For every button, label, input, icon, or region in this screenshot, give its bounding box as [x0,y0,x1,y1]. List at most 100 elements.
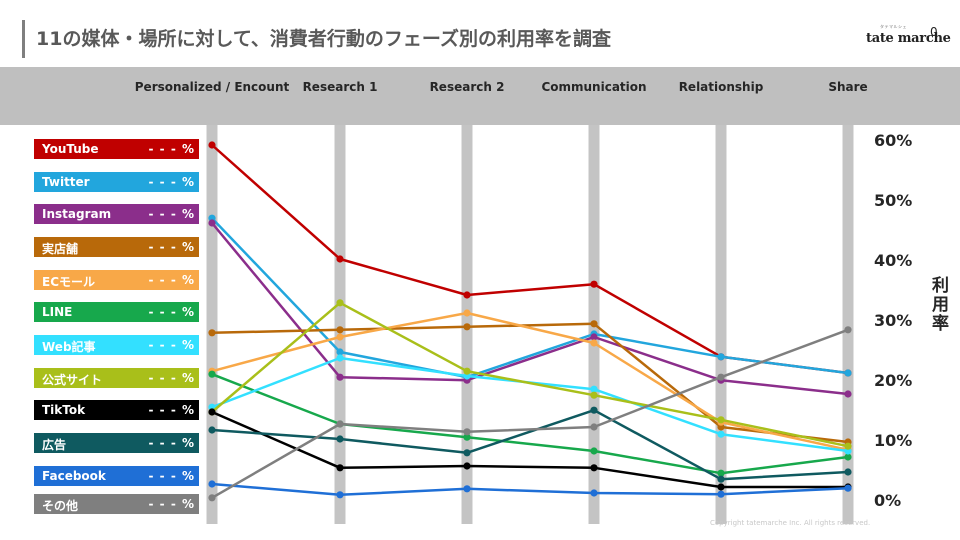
y-tick-1: 50% [874,191,913,210]
series-2-line [211,222,849,396]
phase-label-0: Personalized / Encount [134,80,290,94]
legend-name: Instagram [42,207,112,221]
series-5-line [211,373,849,475]
legend-item-4: ECモール - - - % [34,270,199,290]
phase-label-4: Relationship [678,80,764,94]
legend-percent: - - - % [148,469,195,483]
legend-percent: - - - % [148,207,195,221]
series-3-point-1 [336,326,344,334]
page-title: 11の媒体・場所に対して、消費者行動のフェーズ別の利用率を調査 [36,28,611,50]
series-6-point-3 [590,385,598,393]
y-tick-6: 0% [874,491,902,510]
series-2-point-3 [590,333,598,341]
series-11-point-3 [590,423,598,431]
series-0-point-3 [590,280,598,288]
series-10-line [211,482,849,497]
legend-percent: - - - % [148,240,195,254]
series-9-point-3 [590,406,598,414]
series-10-point-3 [590,489,598,497]
series-11-point-0 [208,494,216,502]
legend-item-9: 広告 - - - % [34,433,199,453]
series-3-point-2 [463,323,471,331]
series-3-point-3 [590,320,598,328]
y-tick-4: 20% [874,371,913,390]
legend-item-0: YouTube - - - % [34,139,199,159]
y-tick-3: 30% [874,311,913,330]
series-4-point-3 [590,339,598,347]
legend-percent: - - - % [148,436,195,450]
series-1-line [211,217,849,379]
series-2-point-5 [844,390,852,398]
legend-item-11: その他 - - - % [34,494,199,514]
legend-percent: - - - % [148,305,195,319]
y-tick-2: 40% [874,251,913,270]
series-0-point-2 [463,291,471,299]
legend-item-5: LINE - - - % [34,302,199,322]
phase-label-5: Share [828,80,868,94]
series-9-point-1 [336,435,344,443]
legend-item-8: TikTok - - - % [34,400,199,420]
title-accent-bar [22,20,25,58]
series-1-point-5 [844,369,852,377]
legend-item-1: Twitter - - - % [34,172,199,192]
series-8-point-0 [208,408,216,416]
grid-bar-0 [206,125,218,524]
legend-item-10: Facebook - - - % [34,466,199,486]
legend-percent: - - - % [148,175,195,189]
grid-bar-5 [842,125,854,524]
series-9-point-2 [463,449,471,457]
logo-symbol: 0 [930,25,938,39]
phase-header-band [0,67,960,125]
legend-item-6: Web記事 - - - % [34,335,199,355]
legend-percent: - - - % [148,371,195,385]
series-5-point-3 [590,447,598,455]
series-2-point-1 [336,373,344,381]
legend-name: 公式サイト [42,373,103,387]
series-11-point-5 [844,326,852,334]
legend-percent: - - - % [148,403,195,417]
series-10-point-2 [463,485,471,493]
series-11-point-4 [717,373,725,381]
series-11-point-1 [336,420,344,428]
y-axis-label: 利用率 [928,276,948,333]
series-10-point-4 [717,490,725,498]
legend-item-3: 実店舗 - - - % [34,237,199,257]
series-5-point-0 [208,370,216,378]
series-6-point-4 [717,430,725,438]
series-5-point-2 [463,433,471,441]
logo-tagline: タテマルシェ [880,24,907,29]
series-3-point-0 [208,329,216,337]
copyright-text: Copyright tatemarche Inc. All rights res… [710,519,871,527]
series-8-point-3 [590,464,598,472]
series-8-point-4 [717,483,725,491]
legend-name: Facebook [42,469,106,483]
legend-name: 実店舗 [42,242,79,256]
series-4-point-2 [463,309,471,317]
series-4-point-1 [336,333,344,341]
logo-wordmark: tate marche [866,31,951,46]
legend-item-2: Instagram - - - % [34,204,199,224]
legend-name: Web記事 [42,340,96,354]
series-10-point-0 [208,480,216,488]
legend-name: 広告 [42,438,67,452]
series-7-point-3 [590,391,598,399]
series-1-point-4 [717,353,725,361]
legend-name: その他 [42,499,79,513]
legend-name: ECモール [42,275,96,289]
phase-label-3: Communication [541,80,647,94]
series-9-point-0 [208,426,216,434]
series-7-point-4 [717,416,725,424]
legend-percent: - - - % [148,338,195,352]
series-8-point-1 [336,464,344,472]
legend-percent: - - - % [148,273,195,287]
legend-name: YouTube [42,142,99,156]
series-11-point-2 [463,428,471,436]
series-5-point-4 [717,469,725,477]
series-4-line [211,311,849,452]
series-2-point-0 [208,219,216,227]
series-7-line [211,301,849,448]
series-7-point-1 [336,299,344,307]
series-10-point-5 [844,484,852,492]
series-9-point-4 [717,475,725,483]
